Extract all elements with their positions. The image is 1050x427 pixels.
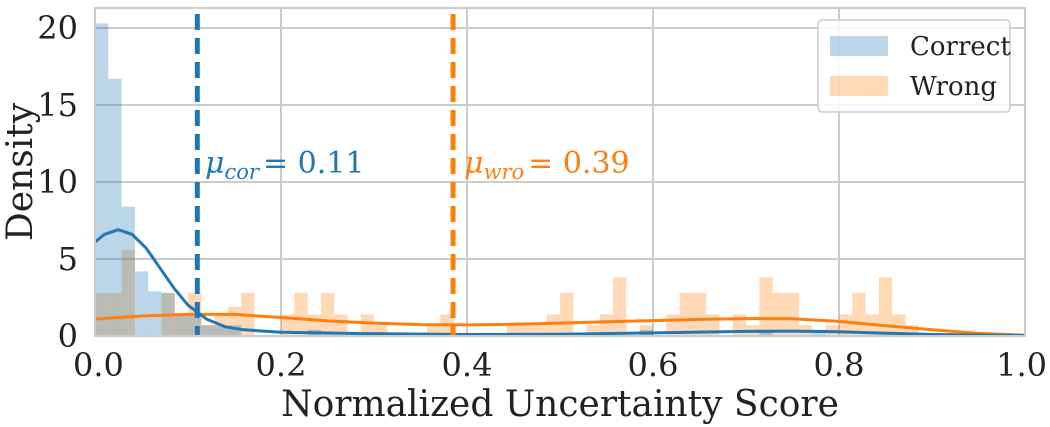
- correct-bar: [214, 325, 228, 336]
- wrong-bar: [599, 314, 614, 336]
- wrong-bar: [878, 277, 893, 336]
- x-tick-label: 0.4: [442, 346, 493, 384]
- mean-wrong-symbol: μ: [464, 146, 484, 181]
- mean-correct-symbol: μ: [205, 146, 225, 181]
- x-axis-title: Normalized Uncertainty Score: [281, 384, 839, 425]
- correct-bar: [174, 314, 188, 336]
- mean-wrong-value: = 0.39: [528, 146, 629, 181]
- x-tick-labels: 0.0 0.2 0.4 0.6 0.8 1.0: [73, 346, 1047, 384]
- wrong-bar: [852, 292, 866, 336]
- x-tick-label: 0.6: [628, 346, 679, 384]
- wrong-bar: [692, 292, 707, 336]
- wrong-bar: [281, 314, 295, 336]
- mean-wrong-subscript: wro: [484, 160, 525, 184]
- wrong-bar: [294, 292, 308, 336]
- wrong-bar: [905, 325, 919, 336]
- y-tick-label: 0: [58, 317, 78, 355]
- correct-bar: [134, 271, 149, 336]
- wrong-bar: [174, 314, 188, 336]
- correct-bar: [759, 329, 773, 336]
- correct-bar: [95, 23, 109, 337]
- kde-curves: [94, 228, 1026, 337]
- correct-bar: [121, 206, 135, 336]
- wrong-bar: [586, 325, 600, 336]
- wrong-bar: [506, 325, 521, 336]
- y-tick-labels: 0 5 10 15 20: [37, 9, 78, 355]
- mean-correct-subscript: cor: [225, 160, 261, 184]
- wrong-bar: [374, 325, 388, 336]
- legend-label-correct: Correct: [910, 32, 1011, 62]
- x-tick-label: 0.0: [73, 346, 124, 384]
- wrong-bar: [785, 292, 800, 336]
- wrong-bar: [892, 314, 906, 336]
- wrong-kde-curve: [94, 312, 1026, 337]
- correct-bar: [108, 78, 122, 336]
- legend-label-wrong: Wrong: [910, 72, 997, 102]
- wrong-bar: [334, 314, 348, 336]
- wrong-bar: [560, 292, 574, 336]
- wrong-bar: [613, 277, 627, 336]
- correct-bar: [201, 325, 215, 336]
- wrong-bar: [108, 292, 122, 336]
- y-tick-label: 5: [58, 240, 78, 278]
- wrong-bar: [360, 314, 374, 336]
- wrong-bar: [201, 325, 215, 336]
- wrong-bar: [320, 292, 335, 336]
- mean-correct-value: = 0.11: [263, 146, 364, 181]
- correct-bar: [148, 291, 162, 336]
- x-tick-label: 0.8: [814, 346, 865, 384]
- wrong-bar: [546, 314, 560, 336]
- correct-histogram: [95, 23, 826, 337]
- correct-bar: [227, 325, 242, 336]
- mean-lines: [194, 14, 456, 336]
- wrong-bar: [772, 292, 786, 336]
- wrong-bar: [533, 325, 547, 336]
- wrong-bar: [121, 249, 135, 336]
- legend-box: [817, 19, 1011, 113]
- legend-swatch-wrong: [830, 76, 888, 96]
- y-tick-label: 10: [37, 163, 78, 201]
- x-tick-label: 0.2: [256, 346, 307, 384]
- wrong-bar: [759, 277, 773, 336]
- wrong-bar: [427, 325, 441, 336]
- wrong-bar: [639, 325, 653, 336]
- y-axis-title: Density: [0, 102, 41, 241]
- legend-swatch-correct: [830, 36, 888, 56]
- correct-kde-curve: [94, 228, 1026, 337]
- y-tick-label: 15: [37, 86, 78, 124]
- wrong-histogram: [95, 249, 919, 336]
- plot-frame: [94, 7, 1026, 337]
- y-tick-label: 20: [37, 9, 78, 47]
- wrong-bar: [520, 325, 534, 336]
- legend: Correct Wrong: [817, 19, 1011, 113]
- wrong-bar: [95, 292, 109, 336]
- x-tick-label: 1.0: [996, 346, 1047, 384]
- wrong-bar: [679, 292, 693, 336]
- mean-wrong-annotation: μwro = 0.39: [464, 146, 630, 184]
- mean-correct-annotation: μcor = 0.11: [205, 146, 364, 184]
